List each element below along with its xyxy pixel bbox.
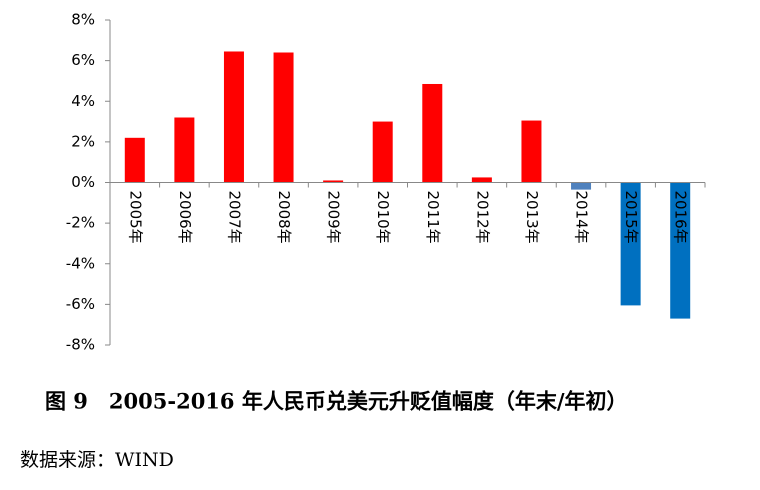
bar	[422, 83, 443, 183]
y-tick-label: 4%	[71, 92, 95, 110]
bar	[670, 182, 691, 319]
bar	[571, 182, 592, 190]
x-tick-label: 2010年	[374, 191, 392, 244]
source: 数据来源：WIND	[20, 449, 174, 471]
x-tick-label: 2005年	[126, 191, 144, 244]
bar	[174, 117, 195, 183]
y-tick-label: 0%	[71, 173, 95, 191]
y-tick-label: -6%	[66, 295, 95, 313]
bar	[223, 51, 244, 183]
x-tick-label: 2006年	[176, 191, 194, 244]
bar	[273, 52, 294, 183]
bar	[124, 137, 145, 183]
bar	[323, 180, 344, 183]
x-tick-label: 2009年	[325, 191, 343, 244]
y-tick-label: -4%	[66, 254, 95, 272]
y-tick-label: 6%	[71, 51, 95, 69]
bar	[521, 120, 542, 183]
x-tick-label: 2015年	[622, 191, 640, 244]
caption: 图 9 2005-2016 年人民币兑美元升贬值幅度（年末/年初）	[45, 389, 628, 414]
x-tick-label: 2016年	[672, 191, 690, 244]
y-tick-label: 2%	[71, 132, 95, 150]
x-tick-label: 2012年	[473, 191, 491, 244]
x-tick-label: 2014年	[573, 191, 591, 244]
y-tick-label: -8%	[66, 336, 95, 354]
x-tick-label: 2007年	[225, 191, 243, 244]
bar	[620, 182, 641, 306]
x-tick-label: 2008年	[275, 191, 293, 244]
bar	[471, 177, 492, 183]
y-tick-label: -2%	[66, 214, 95, 232]
y-tick-label: 8%	[71, 11, 95, 29]
x-tick-label: 2013年	[523, 191, 541, 244]
bar	[372, 121, 393, 183]
x-tick-label: 2011年	[424, 191, 442, 244]
